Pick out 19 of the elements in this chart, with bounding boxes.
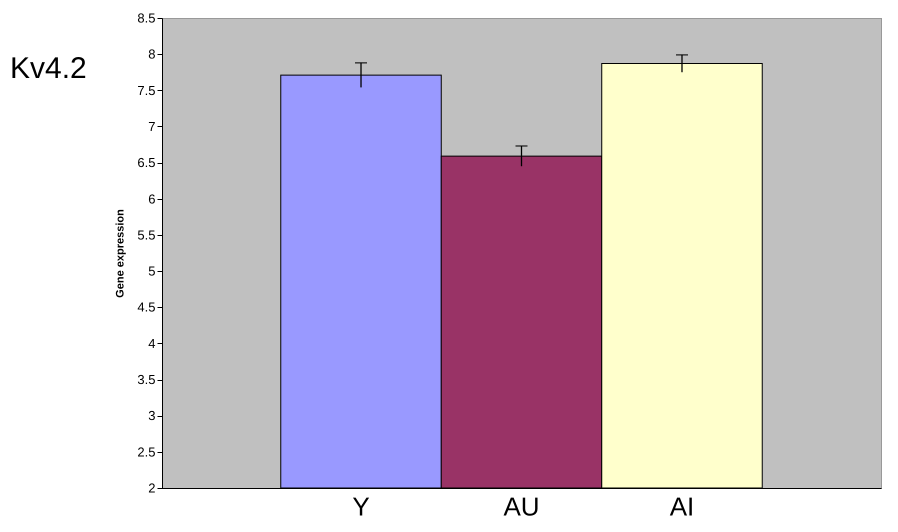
y-tick-label: 2.5	[137, 444, 156, 460]
y-tick-label: 3	[148, 408, 156, 424]
y-tick-label: 3.5	[137, 372, 156, 388]
text: Kv4.2	[10, 52, 87, 86]
y-tick-label: 4	[148, 336, 156, 351]
y-tick-label: 6	[148, 191, 156, 206]
y-tick-label: 5	[148, 264, 156, 279]
y-tick-label: 7	[148, 118, 156, 134]
y-axis-title: Gene expression	[114, 208, 126, 298]
x-tick-label: AU	[503, 492, 540, 522]
y-tick-label: 4.5	[137, 300, 156, 315]
y-tick-label: 2	[148, 480, 156, 496]
y-tick-label: 8	[148, 46, 156, 62]
x-tick-label: Y	[352, 492, 370, 522]
y-tick-label: 8.5	[137, 10, 156, 26]
x-tick-label: AI	[670, 492, 694, 522]
y-tick-label: 6.5	[137, 155, 156, 170]
y-tick-label: 5.5	[137, 227, 156, 242]
y-tick-label: 7.5	[137, 82, 156, 98]
